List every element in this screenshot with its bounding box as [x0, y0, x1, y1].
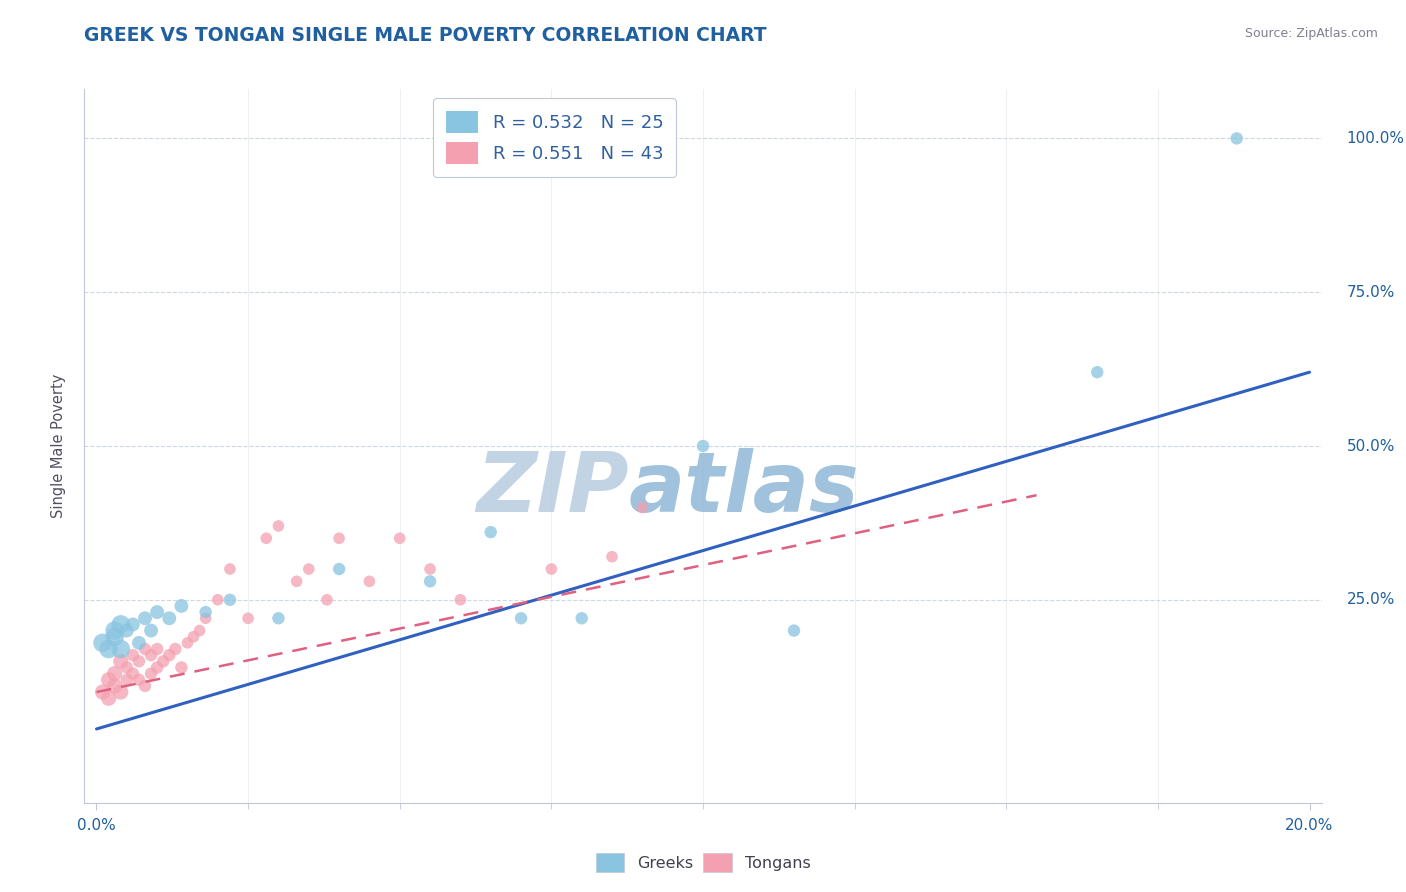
Point: [104, 630, 127, 644]
Point: [104, 666, 127, 681]
Point: [170, 660, 193, 674]
Point: [110, 654, 132, 668]
Point: [104, 624, 127, 638]
Point: [419, 562, 441, 576]
Point: [122, 666, 145, 681]
Point: [328, 562, 350, 576]
Point: [122, 648, 145, 662]
Point: [146, 660, 169, 674]
Point: [194, 611, 217, 625]
Point: [359, 574, 381, 589]
Text: atlas: atlas: [628, 449, 859, 529]
Point: [97, 691, 120, 706]
Point: [631, 500, 654, 515]
Point: [170, 599, 193, 613]
Point: [134, 679, 156, 693]
Point: [134, 642, 156, 657]
Point: [183, 630, 205, 644]
Point: [254, 531, 277, 545]
Point: [540, 562, 562, 576]
Point: [783, 624, 806, 638]
Text: 50.0%: 50.0%: [1347, 439, 1395, 453]
Text: GREEK VS TONGAN SINGLE MALE POVERTY CORRELATION CHART: GREEK VS TONGAN SINGLE MALE POVERTY CORR…: [84, 26, 768, 45]
Point: [139, 624, 162, 638]
Point: [157, 611, 180, 625]
Point: [115, 624, 138, 638]
Text: 100.0%: 100.0%: [1347, 131, 1405, 146]
Text: ZIP: ZIP: [477, 449, 628, 529]
Point: [194, 605, 217, 619]
Point: [219, 562, 242, 576]
Point: [207, 592, 229, 607]
Point: [115, 660, 138, 674]
Point: [146, 605, 169, 619]
Point: [692, 439, 714, 453]
Point: [188, 624, 211, 638]
Point: [128, 654, 150, 668]
Point: [388, 531, 411, 545]
Point: [110, 642, 132, 657]
Point: [298, 562, 321, 576]
Point: [128, 673, 150, 687]
Point: [110, 685, 132, 699]
Point: [510, 611, 533, 625]
Point: [267, 519, 290, 533]
Text: 25.0%: 25.0%: [1347, 592, 1395, 607]
Point: [97, 673, 120, 687]
Point: [157, 648, 180, 662]
Point: [267, 611, 290, 625]
Text: Source: ZipAtlas.com: Source: ZipAtlas.com: [1244, 27, 1378, 40]
Point: [91, 636, 114, 650]
Point: [110, 617, 132, 632]
Point: [1226, 131, 1249, 145]
Point: [134, 611, 156, 625]
Y-axis label: Single Male Poverty: Single Male Poverty: [51, 374, 66, 518]
Point: [571, 611, 593, 625]
Point: [176, 636, 198, 650]
Point: [316, 592, 339, 607]
Point: [219, 592, 242, 607]
Text: 75.0%: 75.0%: [1347, 285, 1395, 300]
Legend: Greeks, Tongans: Greeks, Tongans: [588, 845, 818, 880]
Point: [1085, 365, 1108, 379]
Point: [328, 531, 350, 545]
Point: [285, 574, 308, 589]
Point: [165, 642, 187, 657]
Point: [449, 592, 471, 607]
Point: [128, 636, 150, 650]
Point: [97, 642, 120, 657]
Point: [600, 549, 623, 564]
Point: [139, 666, 162, 681]
Point: [104, 679, 127, 693]
Point: [479, 525, 502, 540]
Point: [236, 611, 259, 625]
Point: [139, 648, 162, 662]
Point: [122, 617, 145, 632]
Point: [419, 574, 441, 589]
Point: [91, 685, 114, 699]
Point: [115, 673, 138, 687]
Point: [146, 642, 169, 657]
Point: [152, 654, 174, 668]
